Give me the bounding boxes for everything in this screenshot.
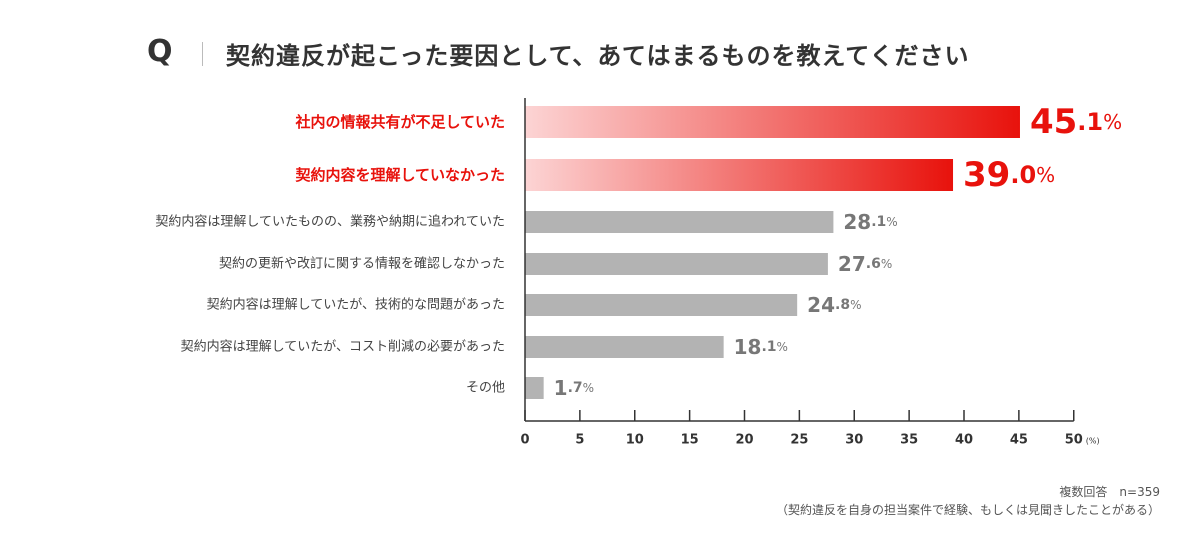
- x-tick-label: 0: [520, 433, 529, 448]
- value-label: 27.6%: [838, 252, 892, 276]
- bar: [525, 106, 1020, 138]
- bar: [525, 159, 954, 191]
- bar-chart: 社内の情報共有が不足していた 45.1% 契約内容を理解していなかった 39.0% 契約…: [155, 98, 1122, 448]
- sample-note: 複数回答 n=359: [1059, 485, 1160, 499]
- value-label: 18.1%: [734, 335, 788, 359]
- x-tick-label: 15: [681, 433, 699, 448]
- title-divider: [202, 42, 203, 66]
- value-label: 28.1%: [843, 210, 897, 234]
- x-tick-label: 30: [845, 433, 863, 448]
- x-tick-label: 20: [735, 433, 753, 448]
- value-label: 39.0%: [963, 155, 1055, 195]
- category-label: 社内の情報共有が不足していた: [294, 113, 505, 131]
- bar: [525, 211, 834, 233]
- bar: [525, 377, 544, 399]
- bar: [525, 336, 724, 358]
- x-tick-label: 5: [575, 433, 584, 448]
- category-label: 契約内容を理解していなかった: [294, 166, 505, 184]
- category-label: 契約内容は理解していたが、コスト削減の必要があった: [181, 339, 505, 355]
- q-label: Q: [147, 34, 173, 69]
- category-label: 契約内容は理解していたが、技術的な問題があった: [207, 297, 505, 313]
- x-tick-label: 40: [955, 433, 973, 448]
- category-label: 契約内容は理解していたものの、業務や納期に追われていた: [155, 214, 505, 230]
- bar: [525, 294, 798, 316]
- x-tick-label: 25: [790, 433, 808, 448]
- category-label: その他: [466, 381, 505, 396]
- category-label: 契約の更新や改訂に関する情報を確認しなかった: [219, 256, 505, 272]
- x-tick-label: 10: [626, 433, 644, 448]
- bar: [525, 253, 828, 275]
- value-label: 1.7%: [554, 376, 594, 400]
- x-unit-label: (%): [1086, 437, 1100, 446]
- scope-note: （契約違反を自身の担当案件で経験、もしくは見聞きしたことがある）: [775, 503, 1160, 517]
- question-header: Q 契約違反が起こった要因として、あてはまるものを教えてください: [0, 28, 1200, 78]
- x-tick-label: 50: [1065, 433, 1083, 448]
- x-tick-label: 45: [1010, 433, 1028, 448]
- value-label: 24.8%: [807, 293, 861, 317]
- value-label: 45.1%: [1030, 102, 1122, 142]
- x-tick-label: 35: [900, 433, 918, 448]
- chart-title: 契約違反が起こった要因として、あてはまるものを教えてください: [226, 42, 970, 70]
